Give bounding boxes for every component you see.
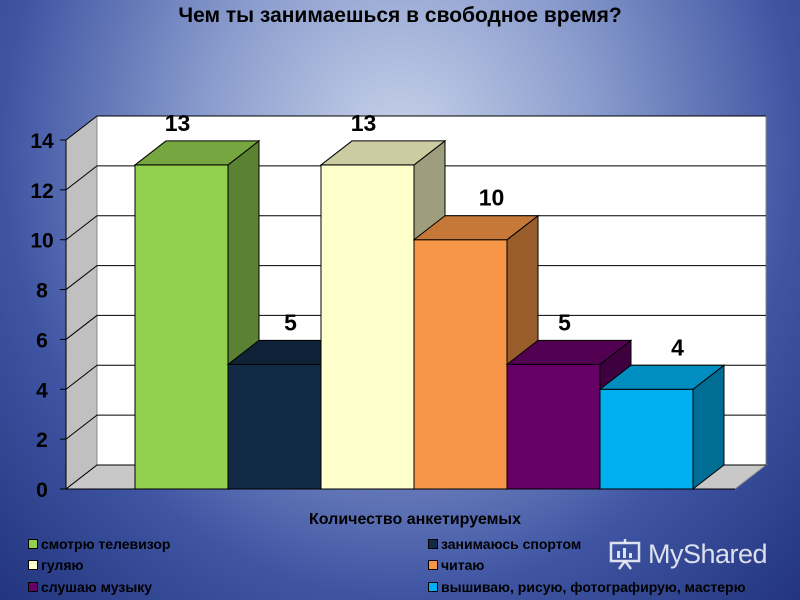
grid-line [65,115,766,141]
side-wall [65,114,98,491]
legend-item: смотрю телевизор [28,536,170,552]
bar-front [320,164,415,490]
legend-swatch [428,582,438,592]
bar-top [412,215,540,241]
bar-top [505,339,633,365]
data-label: 5 [284,309,297,335]
legend-label: слушаю музыку [41,579,153,595]
data-label: 4 [671,334,684,360]
legend-item: занимаюсь спортом [428,536,581,552]
legend-label: смотрю телевизор [41,536,171,552]
legend-item: вышиваю, рисую, фотографирую, мастерю [428,579,746,595]
presentation-board-icon [609,539,641,570]
data-label: 5 [558,309,571,335]
bars [133,139,726,491]
watermark: MyShared [608,537,768,571]
x-axis-title: Количество анкетируемых [309,511,521,528]
bar-top [319,140,447,166]
legend-item: гуляю [28,557,83,573]
y-tick-labels: 0 2 4 6 8 10 12 14 [30,130,54,502]
y-tick-label: 0 [36,479,48,502]
legend-swatch [428,539,438,549]
y-tick-label: 14 [30,130,54,153]
legend-label: читаю [441,557,485,573]
bar-front [134,164,229,490]
bar-front [227,363,322,490]
legend: смотрю телевизор занимаюсь спортом гуляю чи… [0,536,800,600]
data-label: 13 [165,110,191,136]
data-label: 10 [479,185,505,211]
legend-label: занимаюсь спортом [441,536,582,552]
data-labels: 13 5 13 10 5 4 [165,110,684,360]
bar-top [598,364,726,390]
y-tick-label: 4 [36,379,48,402]
grid-line [65,165,766,191]
legend-swatch [428,560,438,570]
legend-swatch [28,560,38,570]
legend-label: вышиваю, рисую, фотографирую, мастерю [441,579,746,595]
legend-item: слушаю музыку [28,579,152,595]
legend-label: гуляю [41,557,84,573]
chart-title: Чем ты занимаешься в свободное время? [178,4,622,27]
bar-top [133,140,261,166]
y-tick-label: 6 [36,329,48,352]
y-tick-label: 8 [36,280,48,303]
y-tick-label: 2 [36,429,48,452]
legend-swatch [28,582,38,592]
bar-front [413,239,508,490]
bar-chart: 0 2 4 6 8 10 12 14 13 5 13 10 5 4 Количество анкетир… [30,110,768,528]
grid-line [65,265,766,290]
data-label: 13 [351,110,377,136]
y-tick-label: 10 [30,230,53,253]
watermark-text: MyShared [648,538,768,569]
bar-5 [505,339,633,491]
bar-front [506,363,601,490]
legend-swatch [28,539,38,549]
grid-line [65,215,766,241]
legend-item: читаю [428,557,484,573]
bar-front [599,388,694,490]
y-tick-label: 12 [30,180,53,203]
grid-line [65,314,766,340]
bar-6 [598,364,726,491]
